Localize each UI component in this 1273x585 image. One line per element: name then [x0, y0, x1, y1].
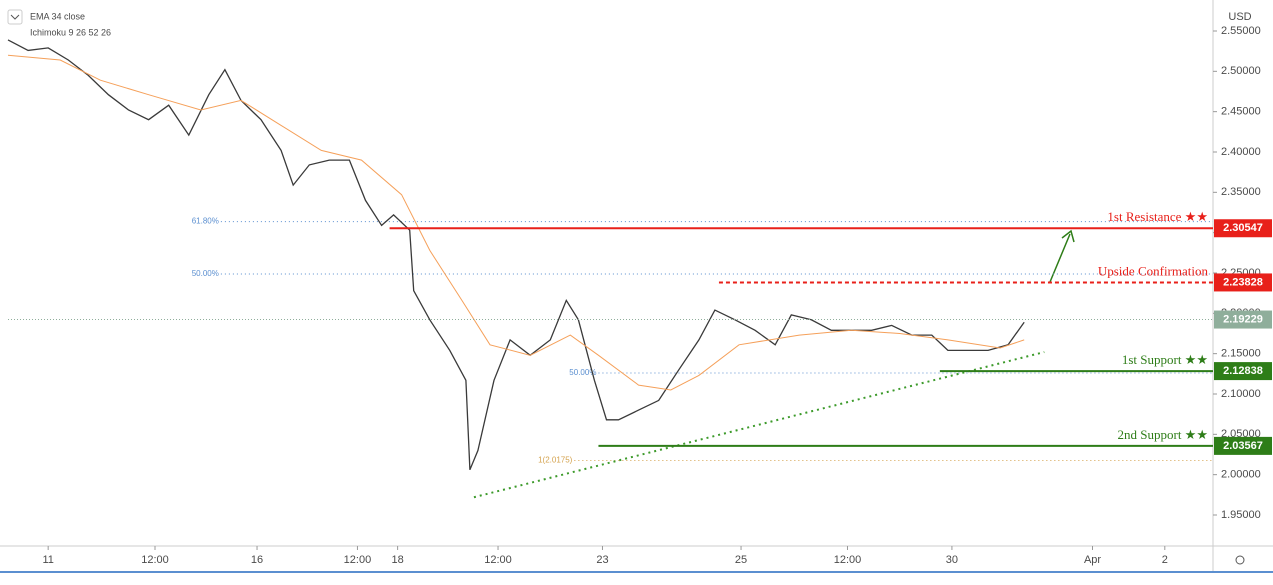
level-label: 1st Support ★★ — [1122, 352, 1208, 367]
price-box-label: 2.23828 — [1223, 276, 1263, 288]
x-tick-label: 23 — [596, 554, 608, 566]
y-tick-label: 2.45000 — [1221, 106, 1261, 118]
indicator-label: EMA 34 close — [30, 11, 85, 21]
fib-label: 50.00% — [569, 368, 596, 377]
fib-label: 61.80% — [192, 217, 219, 226]
collapse-button[interactable] — [7, 9, 23, 25]
price-box — [1214, 219, 1272, 238]
price-line — [7, 39, 1025, 471]
x-tick-label: 12:00 — [484, 554, 512, 566]
y-tick-label: 2.55000 — [1221, 25, 1261, 37]
trendline — [473, 351, 1045, 499]
x-tick-label: 25 — [735, 554, 747, 566]
y-tick-label: 2.35000 — [1221, 186, 1261, 198]
y-tick-label: 2.10000 — [1221, 388, 1261, 400]
x-tick-label: 12:00 — [834, 554, 862, 566]
x-tick-label: 18 — [391, 554, 403, 566]
fib-label: 1(2.0175) — [538, 456, 573, 465]
price-box — [1214, 362, 1272, 381]
level-label: 1st Resistance ★★ — [1107, 209, 1208, 224]
indicator-label: Ichimoku 9 26 52 26 — [30, 27, 111, 37]
y-tick-label: 2.50000 — [1221, 65, 1261, 77]
y-tick-label: 2.40000 — [1221, 146, 1261, 158]
x-tick-label: 12:00 — [141, 554, 169, 566]
x-tick-label: 30 — [946, 554, 958, 566]
price-box-label: 2.19229 — [1223, 313, 1263, 325]
chevron — [10, 14, 20, 20]
price-box — [1214, 436, 1272, 455]
level-label: 2nd Support ★★ — [1118, 427, 1208, 442]
fib-label: 50.00% — [192, 269, 219, 278]
y-tick-label: 1.95000 — [1221, 509, 1261, 521]
x-tick-label: 11 — [42, 554, 53, 566]
level-label: Upside Confirmation — [1098, 263, 1209, 278]
price-box — [1214, 310, 1272, 329]
price-box-label: 2.03567 — [1223, 440, 1263, 452]
gear — [1235, 555, 1245, 565]
y-tick-label: 2.15000 — [1221, 348, 1261, 360]
price-box-label: 2.30547 — [1223, 222, 1263, 234]
x-tick-label: 2 — [1162, 554, 1168, 566]
currency: USD — [1228, 11, 1251, 23]
x-tick-label: Apr — [1084, 554, 1101, 566]
settings-icon[interactable] — [1235, 555, 1245, 565]
y-tick-label: 2.00000 — [1221, 469, 1261, 481]
price-box-label: 2.12838 — [1223, 365, 1263, 377]
price-box — [1214, 273, 1272, 292]
price-line — [7, 54, 1025, 391]
x-tick-label: 16 — [251, 554, 263, 566]
x-tick-label: 12:00 — [344, 554, 372, 566]
